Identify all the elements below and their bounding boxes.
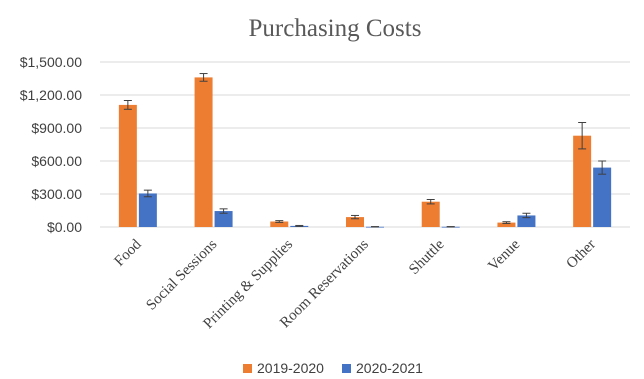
- legend-swatch: [243, 364, 252, 373]
- bar: [346, 217, 364, 227]
- y-tick-label: $300.00: [31, 186, 82, 202]
- legend-label: 2020-2021: [356, 360, 423, 376]
- y-axis-ticks: $0.00 $300.00 $600.00 $900.00 $1,200.00 $1,50…: [20, 54, 83, 235]
- x-category-label: Venue: [485, 236, 523, 274]
- y-tick-label: $0.00: [47, 219, 82, 235]
- bar: [593, 167, 612, 227]
- y-tick-label: $1,200.00: [20, 87, 82, 103]
- y-tick-label: $600.00: [31, 153, 82, 169]
- gridlines: [100, 61, 630, 228]
- legend-label: 2019-2020: [257, 360, 324, 376]
- bar: [497, 222, 516, 227]
- bar: [118, 104, 137, 227]
- chart-title: Purchasing Costs: [249, 15, 422, 42]
- bar: [214, 211, 233, 227]
- bars: [118, 77, 612, 228]
- error-bars: [123, 73, 607, 228]
- bar: [270, 221, 289, 227]
- bar: [517, 215, 536, 227]
- bar: [573, 135, 592, 227]
- x-category-label: Food: [112, 236, 145, 269]
- y-tick-label: $900.00: [31, 120, 82, 136]
- bar: [421, 201, 440, 227]
- x-category-label: Other: [564, 237, 599, 272]
- bar: [138, 193, 157, 227]
- x-category-label: Shuttle: [406, 236, 448, 278]
- legend-swatch: [342, 364, 351, 373]
- y-tick-label: $1,500.00: [20, 54, 82, 70]
- x-category-label: Social Sessions: [143, 236, 220, 313]
- bar: [194, 77, 213, 228]
- legend: 2019-2020 2020-2021: [243, 360, 423, 376]
